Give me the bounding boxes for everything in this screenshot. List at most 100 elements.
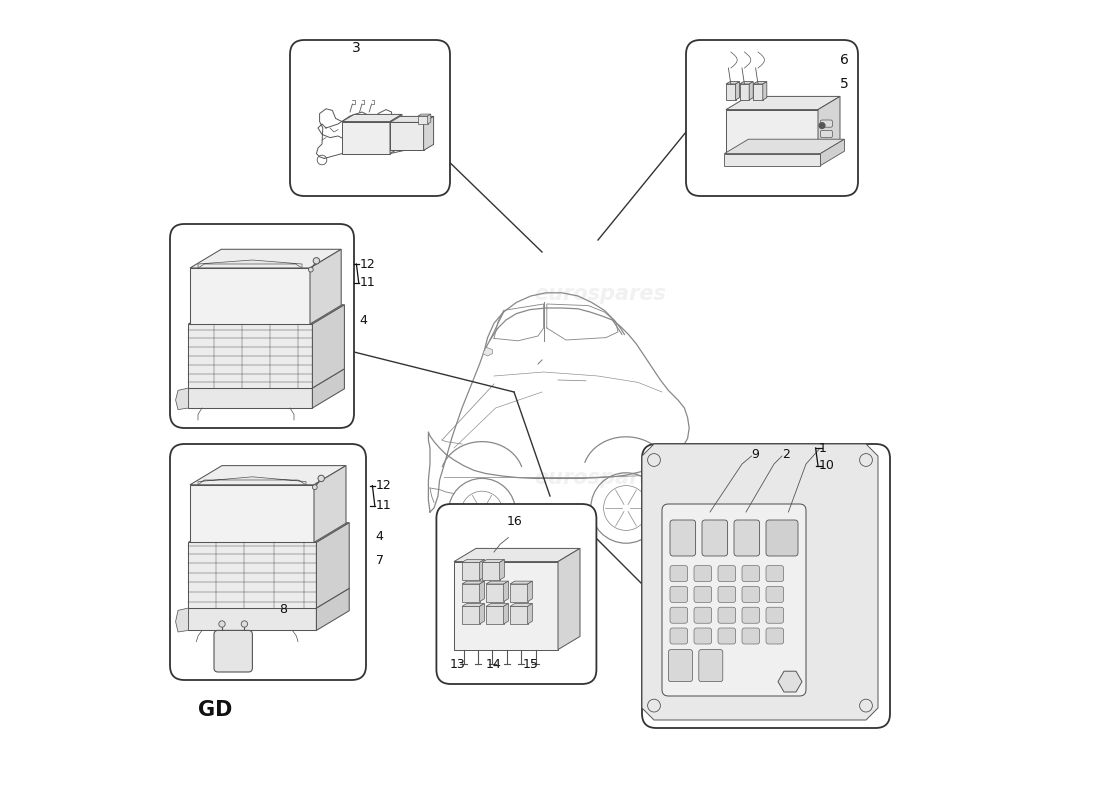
- Text: 16: 16: [507, 515, 522, 528]
- Polygon shape: [188, 608, 317, 630]
- FancyBboxPatch shape: [670, 586, 688, 602]
- Polygon shape: [190, 485, 314, 542]
- FancyBboxPatch shape: [694, 607, 712, 623]
- Polygon shape: [486, 603, 508, 606]
- Text: 9: 9: [751, 448, 759, 461]
- Polygon shape: [428, 114, 431, 124]
- Polygon shape: [312, 305, 344, 388]
- Polygon shape: [317, 522, 349, 608]
- Polygon shape: [462, 606, 480, 624]
- Polygon shape: [726, 96, 840, 110]
- Text: 11: 11: [360, 276, 375, 289]
- Polygon shape: [454, 562, 558, 650]
- FancyBboxPatch shape: [742, 566, 760, 582]
- Polygon shape: [510, 603, 532, 606]
- Text: 14: 14: [486, 658, 502, 670]
- FancyBboxPatch shape: [694, 566, 712, 582]
- Circle shape: [314, 258, 320, 264]
- Polygon shape: [418, 114, 431, 116]
- Polygon shape: [528, 581, 532, 602]
- FancyBboxPatch shape: [718, 566, 736, 582]
- Polygon shape: [462, 603, 484, 606]
- Circle shape: [818, 122, 825, 129]
- Polygon shape: [317, 588, 349, 630]
- FancyBboxPatch shape: [718, 628, 736, 644]
- Polygon shape: [504, 603, 508, 624]
- Polygon shape: [176, 388, 188, 410]
- Polygon shape: [739, 82, 754, 84]
- FancyBboxPatch shape: [718, 586, 736, 602]
- Polygon shape: [314, 466, 346, 542]
- FancyBboxPatch shape: [766, 566, 783, 582]
- Circle shape: [241, 621, 248, 627]
- FancyBboxPatch shape: [734, 520, 760, 556]
- Text: 12: 12: [360, 258, 375, 270]
- Polygon shape: [558, 549, 580, 650]
- Polygon shape: [188, 542, 317, 608]
- Text: 10: 10: [818, 459, 835, 472]
- Polygon shape: [528, 603, 532, 624]
- Polygon shape: [480, 559, 484, 580]
- Polygon shape: [818, 96, 840, 154]
- FancyBboxPatch shape: [170, 444, 366, 680]
- Circle shape: [308, 267, 314, 272]
- Circle shape: [318, 475, 324, 482]
- FancyBboxPatch shape: [670, 520, 695, 556]
- Text: 13: 13: [449, 658, 465, 670]
- Polygon shape: [190, 466, 346, 485]
- Text: 7: 7: [375, 554, 384, 566]
- Polygon shape: [726, 82, 739, 84]
- Polygon shape: [188, 388, 312, 408]
- Polygon shape: [739, 84, 749, 100]
- Polygon shape: [190, 250, 341, 268]
- Polygon shape: [821, 139, 845, 166]
- FancyBboxPatch shape: [214, 630, 252, 672]
- Text: 2: 2: [782, 448, 790, 461]
- Polygon shape: [736, 82, 739, 100]
- Polygon shape: [499, 559, 505, 580]
- Polygon shape: [762, 82, 767, 100]
- Text: 4: 4: [360, 314, 367, 326]
- Text: 15: 15: [522, 658, 539, 670]
- Polygon shape: [510, 581, 532, 584]
- FancyBboxPatch shape: [437, 504, 596, 684]
- Polygon shape: [198, 477, 306, 485]
- Text: 5: 5: [839, 77, 848, 91]
- FancyBboxPatch shape: [686, 40, 858, 196]
- FancyBboxPatch shape: [669, 650, 692, 682]
- Polygon shape: [188, 588, 349, 608]
- Polygon shape: [424, 116, 433, 150]
- FancyBboxPatch shape: [662, 504, 806, 696]
- Text: eurospares: eurospares: [534, 468, 666, 488]
- Polygon shape: [726, 110, 818, 154]
- Polygon shape: [483, 347, 493, 356]
- Polygon shape: [390, 114, 402, 154]
- Polygon shape: [176, 608, 188, 632]
- Polygon shape: [486, 581, 508, 584]
- Text: 4: 4: [375, 530, 384, 542]
- FancyBboxPatch shape: [821, 120, 833, 127]
- Polygon shape: [749, 82, 754, 100]
- Polygon shape: [482, 562, 499, 580]
- Text: 8: 8: [279, 603, 287, 616]
- FancyBboxPatch shape: [766, 586, 783, 602]
- Polygon shape: [188, 324, 312, 388]
- Polygon shape: [642, 444, 878, 720]
- Text: 6: 6: [839, 53, 848, 67]
- Polygon shape: [190, 268, 310, 324]
- FancyBboxPatch shape: [670, 628, 688, 644]
- Polygon shape: [310, 250, 341, 324]
- Polygon shape: [486, 606, 504, 624]
- Polygon shape: [725, 154, 821, 166]
- Polygon shape: [198, 260, 302, 268]
- Polygon shape: [462, 584, 480, 602]
- FancyBboxPatch shape: [702, 520, 727, 556]
- Polygon shape: [462, 562, 480, 580]
- FancyBboxPatch shape: [742, 586, 760, 602]
- Polygon shape: [510, 606, 528, 624]
- FancyBboxPatch shape: [698, 650, 723, 682]
- Polygon shape: [486, 584, 504, 602]
- FancyBboxPatch shape: [694, 586, 712, 602]
- Polygon shape: [725, 139, 845, 154]
- Polygon shape: [510, 584, 528, 602]
